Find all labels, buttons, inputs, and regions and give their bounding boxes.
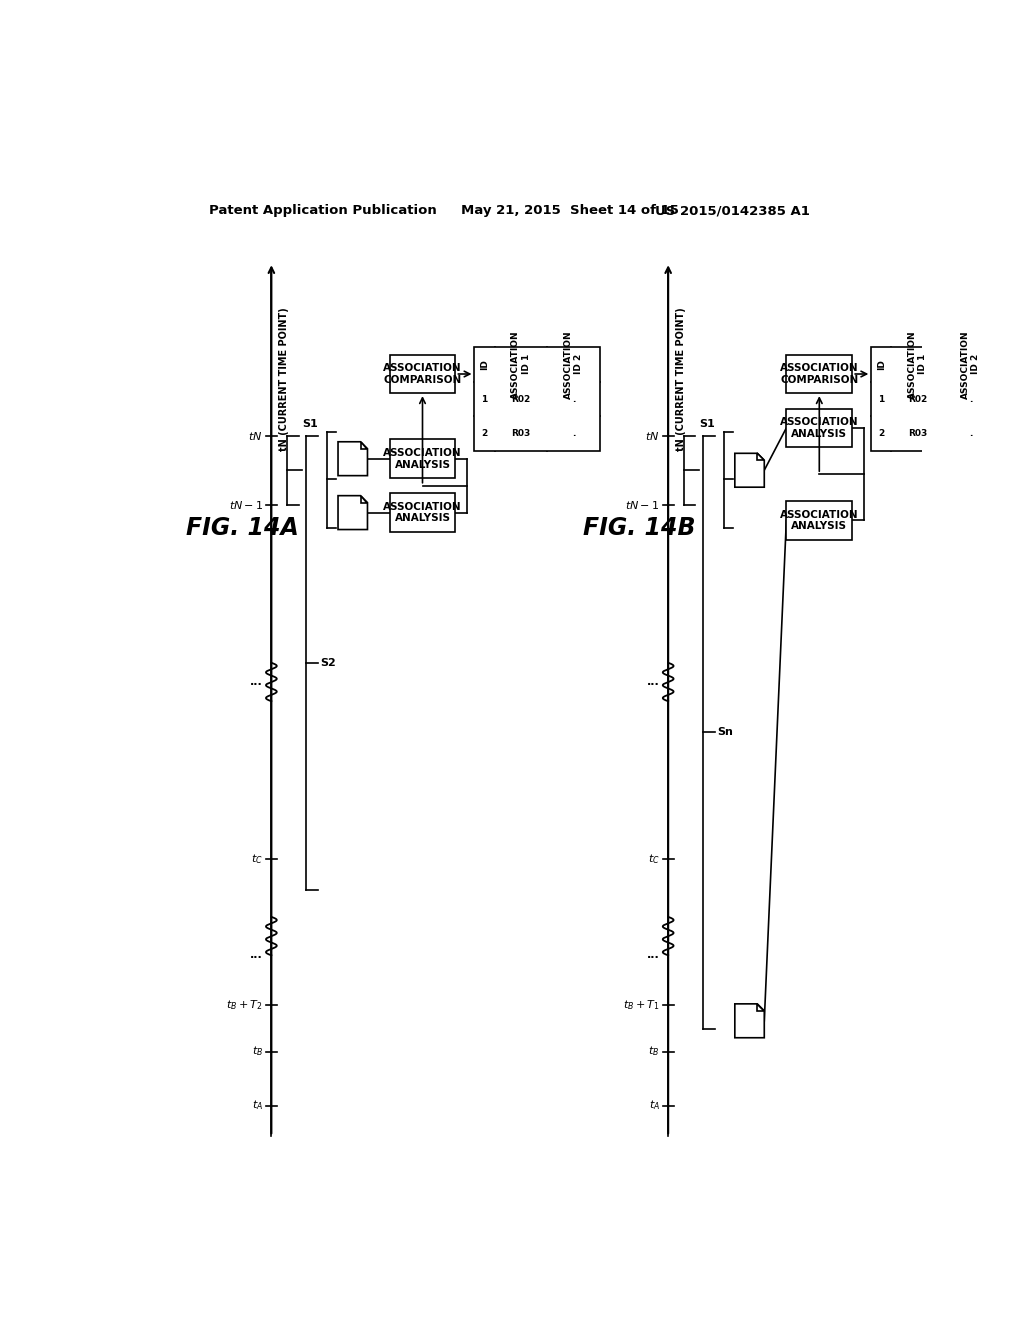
Polygon shape — [338, 442, 368, 475]
Text: $t_B+T_1$: $t_B+T_1$ — [623, 998, 659, 1012]
Text: $tN-1$: $tN-1$ — [626, 499, 659, 511]
Text: S1: S1 — [302, 418, 318, 429]
Text: ID: ID — [877, 359, 886, 370]
Bar — [786, 355, 852, 393]
Text: $t_B$: $t_B$ — [648, 1044, 659, 1059]
Text: US 2015/0142385 A1: US 2015/0142385 A1 — [655, 205, 810, 218]
Bar — [389, 494, 456, 532]
Text: ASSOCIATION
ID 2: ASSOCIATION ID 2 — [961, 330, 980, 399]
Text: ...: ... — [250, 950, 263, 961]
Text: .: . — [969, 429, 972, 438]
Text: ASSOCIATION
ID 1: ASSOCIATION ID 1 — [511, 330, 530, 399]
Bar — [786, 409, 852, 447]
Text: $t_C$: $t_C$ — [648, 853, 659, 866]
Text: FIG. 14B: FIG. 14B — [583, 516, 695, 540]
Text: ...: ... — [250, 677, 263, 686]
Text: $tN-1$: $tN-1$ — [228, 499, 263, 511]
Text: S2: S2 — [321, 657, 336, 668]
Text: ASSOCIATION
ANALYSIS: ASSOCIATION ANALYSIS — [383, 447, 462, 470]
Text: S1: S1 — [699, 418, 715, 429]
Text: $t_B+T_2$: $t_B+T_2$ — [226, 998, 263, 1012]
Text: Sn: Sn — [717, 727, 733, 737]
Text: $t_C$: $t_C$ — [251, 853, 263, 866]
Text: Patent Application Publication: Patent Application Publication — [209, 205, 437, 218]
Text: tN (CURRENT TIME POINT): tN (CURRENT TIME POINT) — [676, 308, 686, 451]
Text: FIG. 14A: FIG. 14A — [186, 516, 299, 540]
Text: ASSOCIATION
COMPARISON: ASSOCIATION COMPARISON — [780, 363, 858, 385]
Text: ASSOCIATION
ANALYSIS: ASSOCIATION ANALYSIS — [780, 510, 858, 531]
Polygon shape — [735, 453, 764, 487]
Text: ASSOCIATION
ANALYSIS: ASSOCIATION ANALYSIS — [780, 417, 858, 438]
Bar — [786, 502, 852, 540]
Bar — [389, 355, 456, 393]
Text: R03: R03 — [908, 429, 928, 438]
Polygon shape — [758, 1003, 764, 1011]
Polygon shape — [735, 1003, 764, 1038]
Text: $tN$: $tN$ — [249, 429, 263, 442]
Text: $tN$: $tN$ — [645, 429, 659, 442]
Polygon shape — [338, 496, 368, 529]
Text: 1: 1 — [879, 395, 885, 404]
Text: 1: 1 — [481, 395, 487, 404]
Text: 2: 2 — [481, 429, 487, 438]
Text: ASSOCIATION
COMPARISON: ASSOCIATION COMPARISON — [383, 363, 462, 385]
Text: R02: R02 — [908, 395, 928, 404]
Bar — [389, 440, 456, 478]
Text: $t_A$: $t_A$ — [648, 1098, 659, 1113]
Polygon shape — [360, 442, 368, 449]
Text: ID: ID — [480, 359, 489, 370]
Text: $t_B$: $t_B$ — [252, 1044, 263, 1059]
Text: .: . — [572, 429, 575, 438]
Text: ...: ... — [647, 677, 659, 686]
Text: tN (CURRENT TIME POINT): tN (CURRENT TIME POINT) — [280, 308, 289, 451]
Text: .: . — [572, 395, 575, 404]
Polygon shape — [758, 453, 764, 461]
Text: ASSOCIATION
ANALYSIS: ASSOCIATION ANALYSIS — [383, 502, 462, 524]
Text: R02: R02 — [511, 395, 530, 404]
Text: ASSOCIATION
ID 1: ASSOCIATION ID 1 — [908, 330, 928, 399]
Text: ASSOCIATION
ID 2: ASSOCIATION ID 2 — [564, 330, 584, 399]
Bar — [474, 347, 600, 451]
Text: R03: R03 — [511, 429, 530, 438]
Text: ...: ... — [647, 950, 659, 961]
Bar — [871, 347, 996, 451]
Text: 2: 2 — [879, 429, 885, 438]
Text: .: . — [969, 395, 972, 404]
Text: $t_A$: $t_A$ — [252, 1098, 263, 1113]
Text: May 21, 2015  Sheet 14 of 15: May 21, 2015 Sheet 14 of 15 — [461, 205, 679, 218]
Polygon shape — [360, 496, 368, 503]
